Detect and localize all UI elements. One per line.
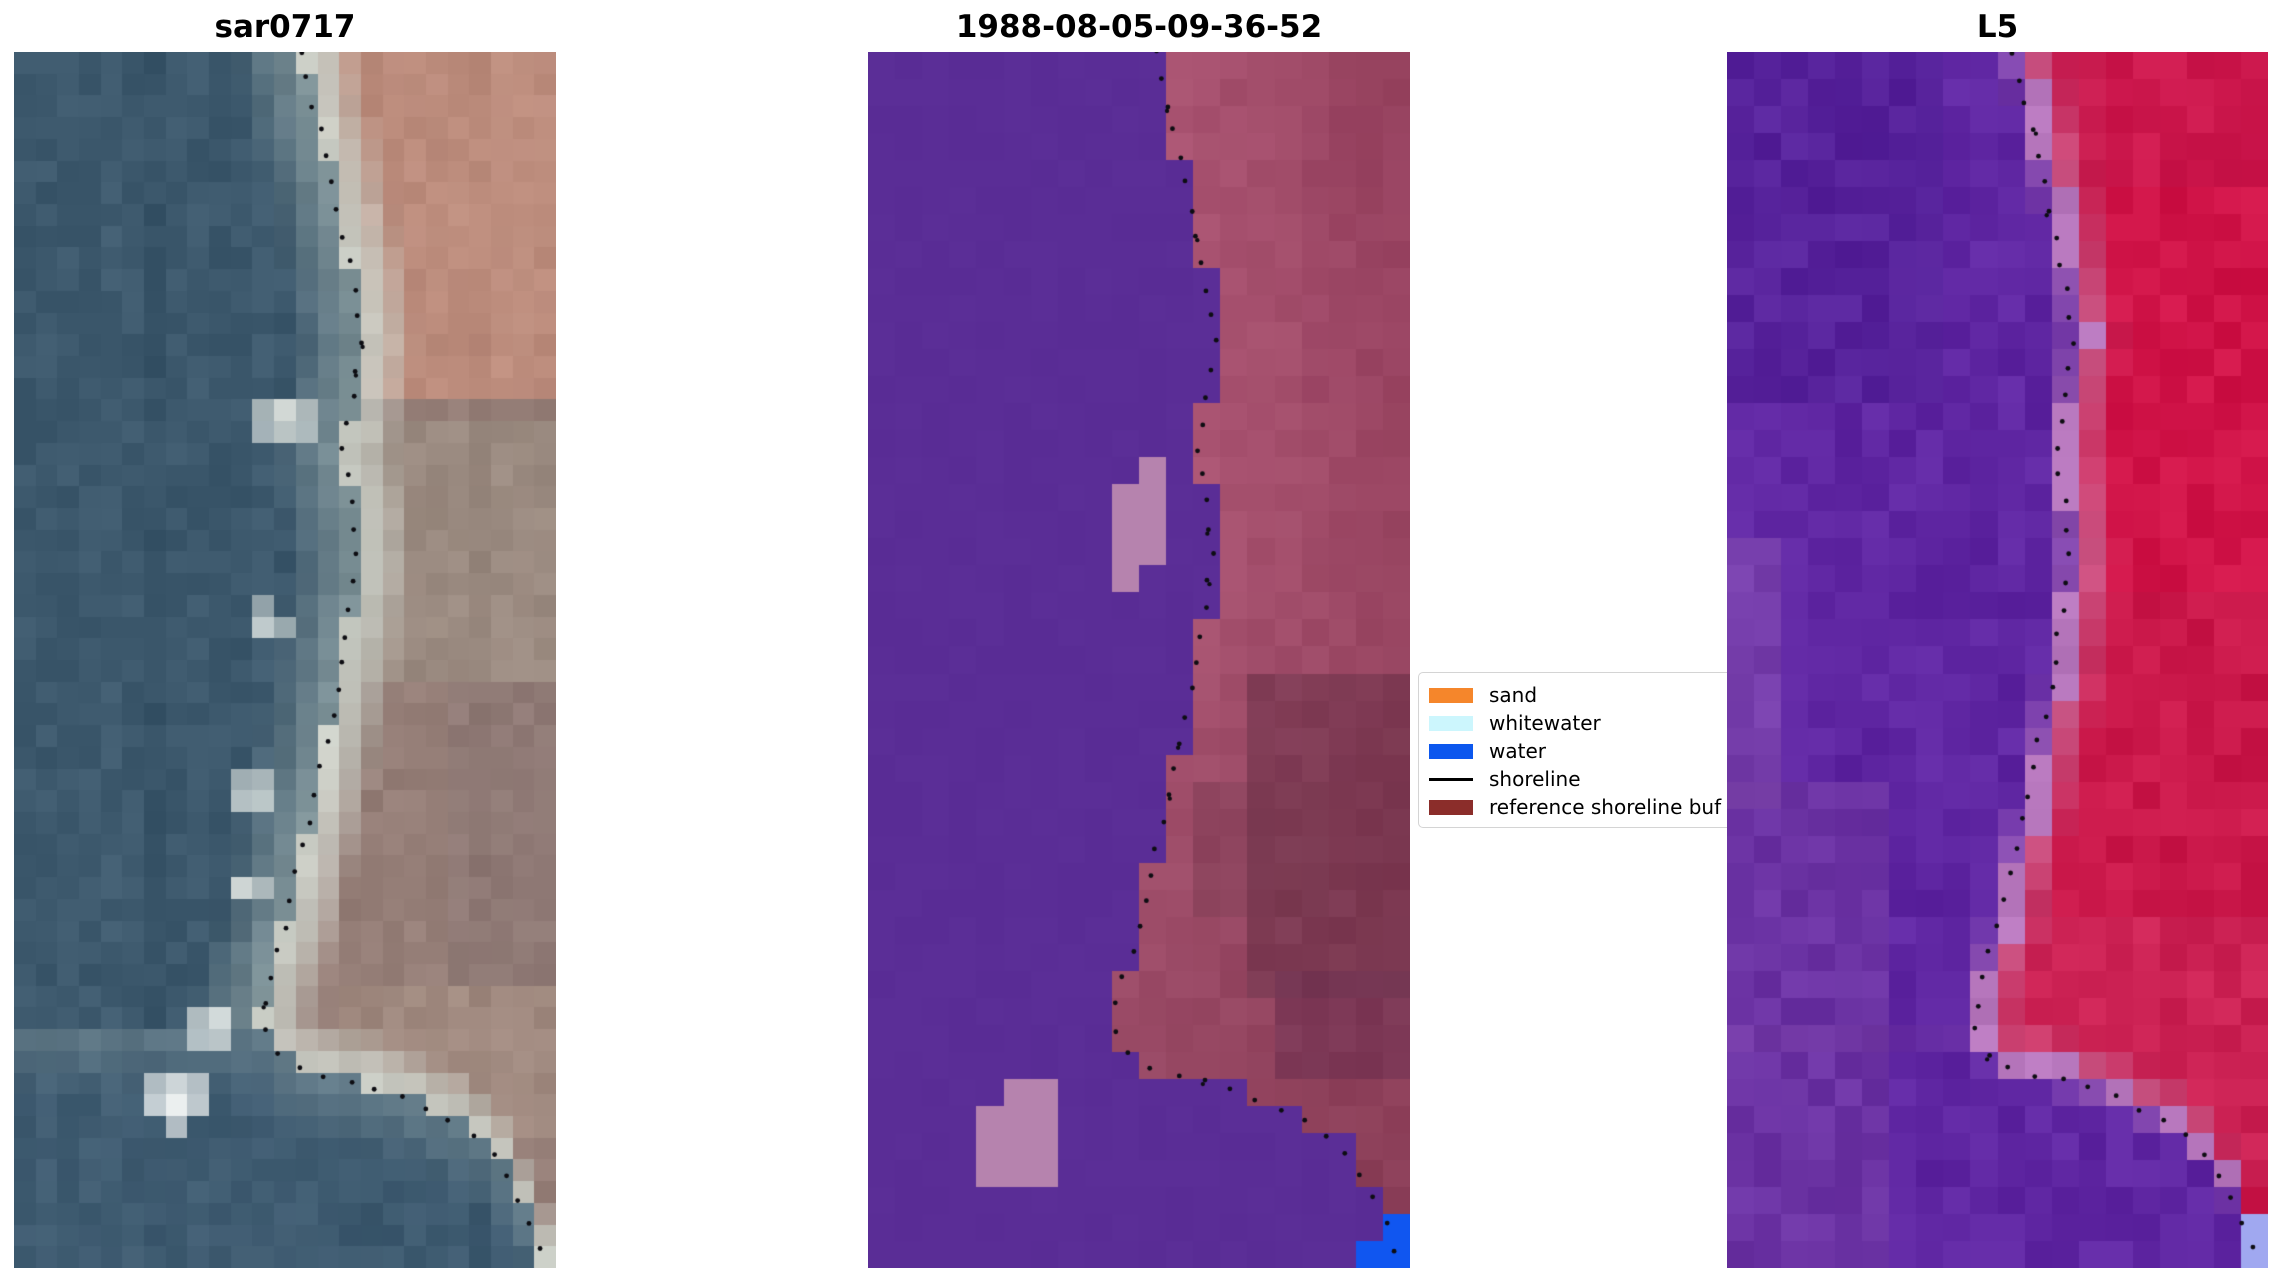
legend-row-whitewater: whitewater (1429, 709, 1737, 737)
panel-image-l5 (1727, 52, 2268, 1268)
reference-buffer-swatch-icon (1429, 799, 1473, 815)
sand-swatch-icon (1429, 687, 1473, 703)
legend-label: sand (1489, 683, 1538, 707)
legend-label: water (1489, 739, 1546, 763)
legend-label: shoreline (1489, 767, 1581, 791)
legend-row-shoreline: shoreline (1429, 765, 1737, 793)
legend-label: reference shoreline buf (1489, 795, 1722, 819)
legend-label: whitewater (1489, 711, 1601, 735)
legend-row-reference-buffer: reference shoreline buf (1429, 793, 1737, 821)
legend-row-water: water (1429, 737, 1737, 765)
panel-image-classified (868, 52, 1410, 1268)
panel-image-sar (14, 52, 556, 1268)
legend: sand whitewater water shoreline referenc… (1418, 672, 1748, 828)
whitewater-swatch-icon (1429, 715, 1473, 731)
panel-title-l5: L5 (1976, 9, 2019, 45)
legend-row-sand: sand (1429, 681, 1737, 709)
panel-title-sar: sar0717 (214, 9, 356, 45)
water-swatch-icon (1429, 743, 1473, 759)
shoreline-line-icon (1429, 777, 1473, 781)
panel-title-date: 1988-08-05-09-36-52 (955, 9, 1323, 45)
